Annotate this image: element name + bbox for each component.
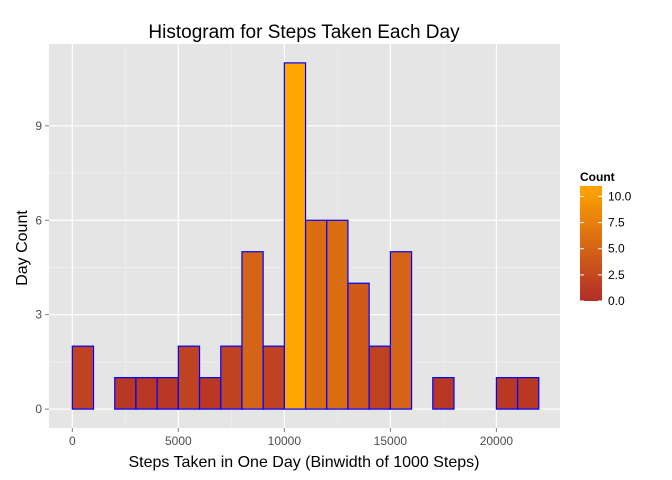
y-tick-label: 0 (35, 402, 42, 416)
histogram-bar (177, 345, 201, 410)
histogram-bar (198, 377, 222, 410)
histogram-bars (71, 62, 540, 410)
histogram-bar (304, 219, 328, 410)
histogram-bar (516, 377, 540, 410)
legend-title: Count (580, 170, 615, 184)
y-axis: 0 3 6 9 (35, 119, 49, 416)
histogram-bar (262, 345, 285, 410)
histogram-bar (283, 62, 307, 410)
x-tick-label: 20000 (480, 434, 514, 448)
histogram-bar (495, 377, 519, 410)
histogram-bar (347, 282, 370, 410)
legend-ticks: 0.0 2.5 5.0 7.5 10.0 (580, 189, 632, 308)
legend-tick-label: 10.0 (608, 189, 632, 203)
y-axis-title: Day Count (14, 210, 31, 286)
histogram-bar (432, 377, 455, 410)
legend-tick-label: 5.0 (608, 242, 625, 256)
x-axis: 0 5000 10000 15000 20000 (69, 428, 513, 448)
legend-tick-label: 0.0 (608, 294, 625, 308)
x-tick-label: 0 (69, 434, 76, 448)
histogram-bar (389, 251, 413, 410)
legend-tick-label: 7.5 (608, 216, 625, 230)
histogram-bar (368, 345, 391, 410)
chart-title: Histogram for Steps Taken Each Day (148, 22, 460, 43)
histogram-bar (326, 219, 349, 410)
histogram-bar (220, 345, 243, 410)
y-tick-label: 6 (35, 213, 42, 227)
x-tick-label: 10000 (268, 434, 302, 448)
histogram-bar (135, 377, 158, 410)
legend-color-bar (580, 186, 602, 301)
y-tick-label: 9 (35, 119, 42, 133)
y-tick-label: 3 (35, 308, 42, 322)
histogram-bar (71, 345, 95, 410)
histogram-bar (114, 377, 137, 410)
color-legend: Count 0.0 2.5 5.0 7.5 10.0 (580, 170, 632, 308)
histogram-bar (241, 251, 264, 410)
x-axis-title: Steps Taken in One Day (Binwidth of 1000… (128, 454, 479, 471)
legend-tick-label: 2.5 (608, 268, 625, 282)
x-tick-label: 5000 (165, 434, 192, 448)
x-tick-label: 15000 (374, 434, 408, 448)
histogram-bar (156, 377, 179, 410)
